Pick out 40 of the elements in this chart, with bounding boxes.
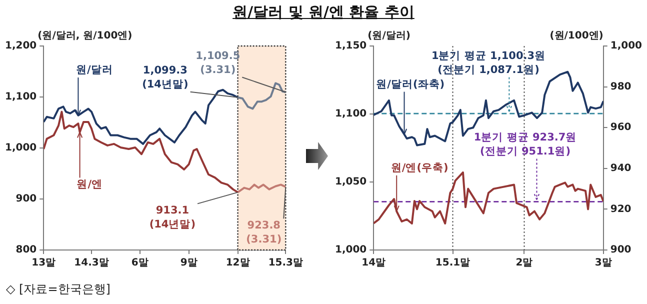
y-axis-title: (원/달러) [368, 30, 410, 42]
y-tick-label: 800 [16, 244, 37, 256]
text: 원/달러 및 원/엔 환율 추이 [232, 3, 416, 22]
y2-tick-label: 980 [610, 81, 632, 92]
y-tick-label: 1,100 [4, 92, 37, 103]
y-tick-label: 1,150 [334, 40, 367, 52]
y-tick-label: 900 [16, 194, 37, 205]
x-tick-label: 13말 [32, 258, 56, 269]
y2-tick-label: 900 [610, 244, 632, 256]
y-tick-label: 1,050 [334, 176, 367, 188]
x-tick-label: 3말 [594, 258, 612, 269]
y-axis-title: (원/달러, 원/100엔) [38, 30, 132, 42]
y2-tick-label: 1,000 [610, 40, 642, 52]
x-tick-label: 15.1말 [435, 258, 470, 269]
annotation: 913.1 (14년말) [149, 204, 196, 230]
series-label: 원/엔(우축) [390, 162, 448, 174]
ref-line-label: 1분기 평균 1,100.3원 (전분기 1,087.1원) [431, 50, 546, 76]
text: 원/달러 [76, 64, 113, 76]
x-tick-label: 6말 [131, 258, 148, 269]
y2-tick-label: 920 [610, 204, 632, 215]
x-tick-label: 2말 [516, 258, 533, 269]
y-tick-label: 1,000 [4, 142, 37, 154]
y2-tick-label: 940 [610, 162, 632, 174]
x-tick-label: 12말 [226, 258, 250, 269]
text: 원/엔 [76, 178, 103, 190]
y-tick-label: 1,000 [334, 244, 367, 256]
ref-line-label: 1분기 평균 923.7원 (전분기 951.1원) [474, 132, 577, 158]
series-label: 원/달러(좌축) [376, 78, 445, 90]
annotation: 1,099.3 (14년말) [142, 64, 188, 91]
y2-axis-title: (원/100엔) [550, 30, 604, 42]
y-tick-label: 1,100 [334, 108, 367, 120]
x-tick-label: 9말 [180, 258, 198, 269]
annotation: 923.8 (3.31) [246, 219, 282, 246]
annotation: 1,109.5 (3.31) [196, 50, 240, 76]
text: ◇ [자료=한국은행] [6, 281, 110, 298]
y2-tick-label: 960 [610, 122, 632, 134]
x-tick-label: 14말 [362, 258, 386, 269]
y-tick-label: 1,200 [4, 40, 37, 52]
x-tick-label: 15.3말 [268, 258, 304, 269]
x-tick-label: 14.3말 [74, 258, 109, 269]
